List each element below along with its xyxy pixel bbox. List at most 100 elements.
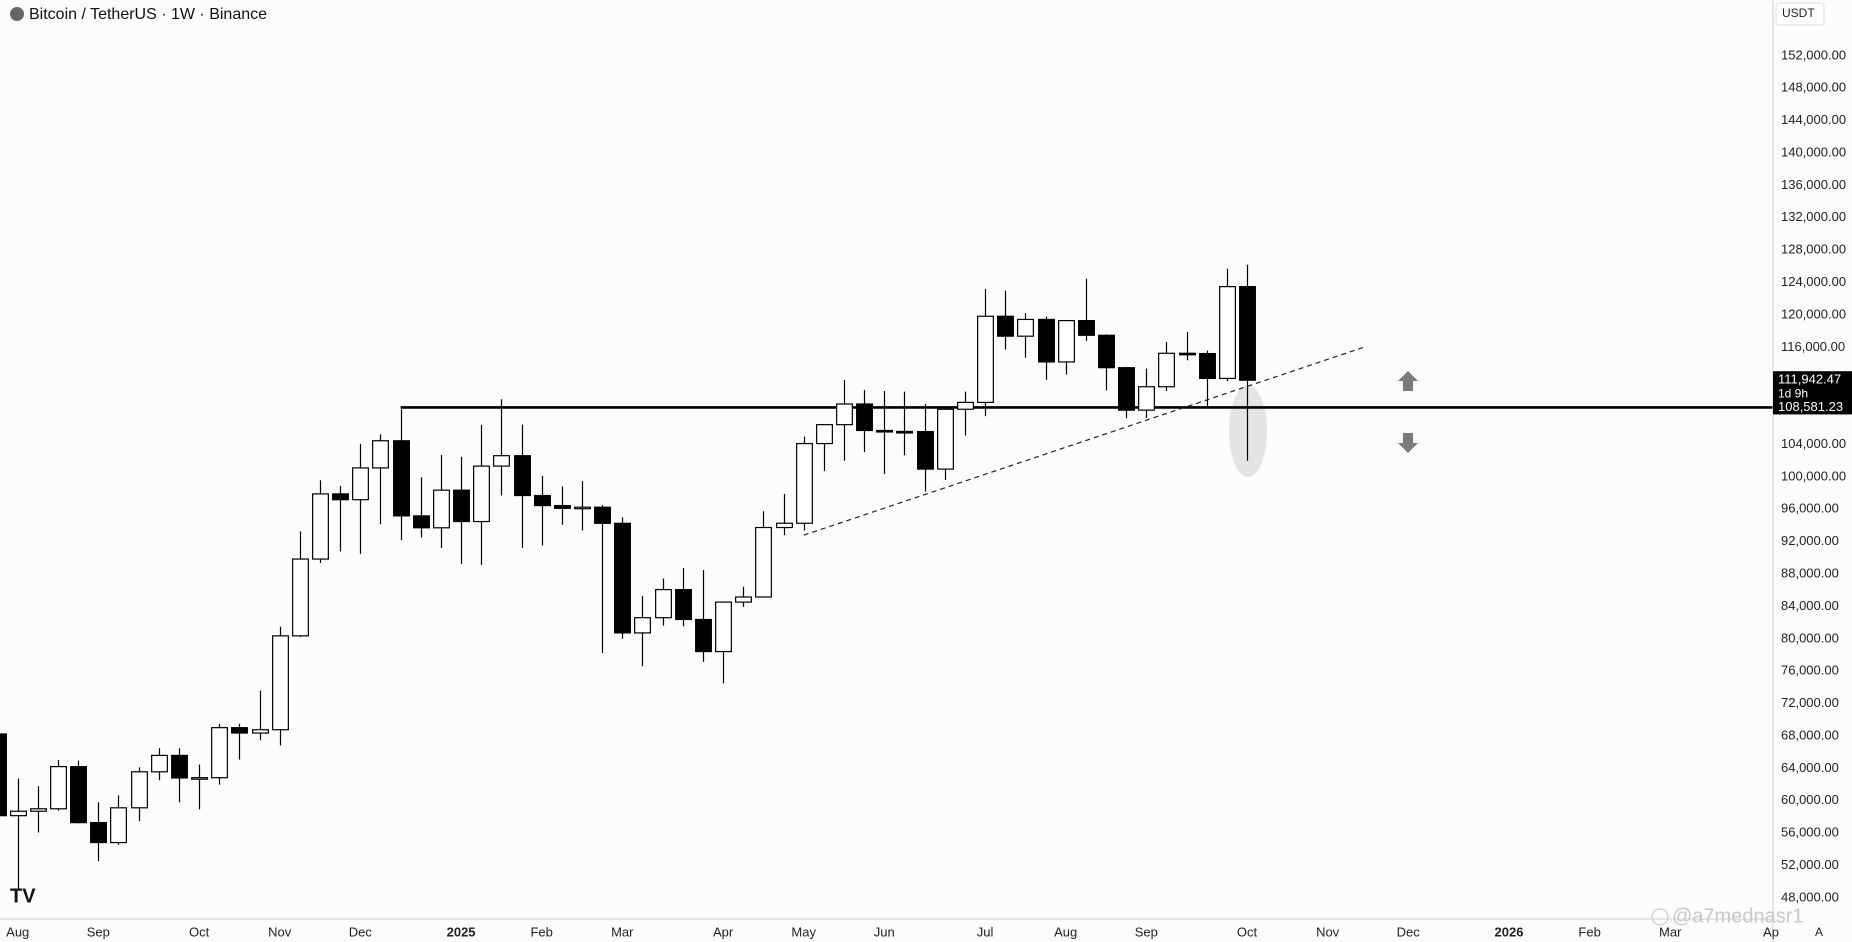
candle-body xyxy=(655,589,672,619)
symbol-logo xyxy=(10,7,24,21)
x-tick-label: Aug xyxy=(1054,924,1077,939)
x-tick-label: Ap xyxy=(1763,924,1779,939)
candle-body xyxy=(816,424,833,445)
candle-body xyxy=(695,618,712,653)
y-tick-label: 132,000.00 xyxy=(1781,209,1846,224)
candle-body xyxy=(735,596,752,603)
y-tick-label: 64,000.00 xyxy=(1781,760,1839,775)
candle-body xyxy=(191,777,208,780)
candle-body xyxy=(1138,386,1155,411)
candle-body xyxy=(836,403,853,426)
candle-body xyxy=(997,315,1014,337)
x-tick-label: Oct xyxy=(1237,924,1258,939)
candle-body xyxy=(876,429,893,433)
y-tick-label: 152,000.00 xyxy=(1781,47,1846,62)
y-tick-label: 128,000.00 xyxy=(1781,242,1846,257)
candle-body xyxy=(937,408,954,470)
candle-body xyxy=(896,430,913,434)
x-tick-label: Oct xyxy=(189,924,210,939)
plot-area xyxy=(0,264,1773,890)
x-tick-label: Nov xyxy=(268,924,292,939)
candle-body xyxy=(977,315,994,403)
auto-scale-button[interactable]: A xyxy=(1815,925,1823,939)
candle-body xyxy=(151,754,168,773)
y-tick-label: 84,000.00 xyxy=(1781,598,1839,613)
x-tick-label: May xyxy=(791,924,816,939)
candle-body xyxy=(917,431,934,470)
y-tick-label: 124,000.00 xyxy=(1781,274,1846,289)
y-tick-label: 56,000.00 xyxy=(1781,825,1839,840)
y-tick-label: 148,000.00 xyxy=(1781,80,1846,95)
x-tick-label: Dec xyxy=(349,924,373,939)
y-tick-label: 80,000.00 xyxy=(1781,630,1839,645)
candle-body xyxy=(171,754,188,779)
candle-body xyxy=(1158,352,1175,388)
candle-body xyxy=(0,733,7,817)
x-tick-label: Mar xyxy=(1659,924,1682,939)
y-tick-label: 68,000.00 xyxy=(1781,727,1839,742)
candle-body xyxy=(1199,352,1216,380)
currency-label[interactable]: USDT xyxy=(1782,6,1815,20)
candle-body xyxy=(211,727,228,779)
x-tick-label: Jul xyxy=(977,924,994,939)
x-tick-label: Aug xyxy=(6,924,29,939)
candle-body xyxy=(1179,352,1196,356)
last-price-box xyxy=(1773,371,1852,404)
candle-body xyxy=(413,515,430,529)
currency-box[interactable] xyxy=(1775,2,1825,26)
candle-body xyxy=(352,467,369,501)
candle-body xyxy=(110,807,127,844)
candle-body xyxy=(1098,334,1115,369)
candle-body xyxy=(433,489,450,529)
candle-body xyxy=(675,589,692,621)
x-tick-label: Sep xyxy=(1135,924,1158,939)
x-tick-label: Mar xyxy=(611,924,634,939)
y-tick-label: 116,000.00 xyxy=(1781,339,1845,354)
level-price-box xyxy=(1773,400,1852,415)
y-tick-label: 96,000.00 xyxy=(1781,501,1839,516)
y-tick-label: 76,000.00 xyxy=(1781,663,1839,678)
chart-title: Bitcoin / TetherUS · 1W · Binance xyxy=(29,6,267,23)
candle-body xyxy=(856,403,873,432)
candle-body xyxy=(514,455,531,497)
x-tick-label: Feb xyxy=(530,924,552,939)
candle-body xyxy=(393,440,410,517)
last-price-label: 111,942.47 xyxy=(1778,372,1841,387)
arrow-down-icon xyxy=(1398,433,1418,453)
x-tick-label: Nov xyxy=(1316,924,1340,939)
watermark-icon xyxy=(1651,908,1669,926)
candle-body xyxy=(755,526,772,598)
candle-body xyxy=(231,727,248,734)
y-tick-label: 120,000.00 xyxy=(1781,306,1846,321)
tradingview-logo: TV xyxy=(10,885,36,907)
candle-body xyxy=(554,504,571,509)
candle-body xyxy=(30,808,47,812)
candle-body xyxy=(10,810,27,817)
candle-body xyxy=(715,601,732,653)
candle-body xyxy=(594,506,611,524)
watermark: @a7mednasr1 xyxy=(1672,905,1803,927)
candle-body xyxy=(796,442,813,524)
candle-body xyxy=(312,493,329,560)
candle-body xyxy=(776,522,793,529)
candle-body xyxy=(1078,319,1095,336)
y-tick-label: 92,000.00 xyxy=(1781,533,1839,548)
candle-body xyxy=(332,493,349,501)
candle-body xyxy=(272,635,289,731)
candle-body xyxy=(1118,367,1135,411)
x-tick-label: 2026 xyxy=(1495,924,1524,939)
candle-body xyxy=(1239,286,1256,381)
candle-body xyxy=(574,506,591,510)
candle-body xyxy=(70,766,87,824)
candle-body xyxy=(292,558,309,637)
candle-body xyxy=(634,617,651,634)
y-tick-label: 100,000.00 xyxy=(1781,468,1846,483)
y-tick-label: 60,000.00 xyxy=(1781,792,1839,807)
candle-body xyxy=(1038,318,1055,363)
y-tick-label: 72,000.00 xyxy=(1781,695,1839,710)
candle-body xyxy=(252,729,269,734)
candle-body xyxy=(614,522,631,634)
y-tick-label: 48,000.00 xyxy=(1781,889,1839,904)
